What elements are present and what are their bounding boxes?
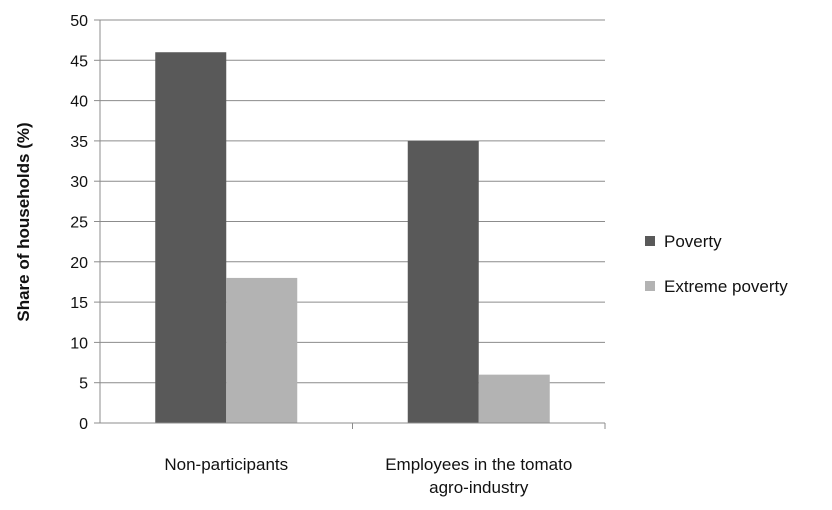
y-tick-label: 20 (70, 255, 88, 272)
legend: Poverty Extreme poverty (645, 232, 788, 296)
y-axis-title: Share of households (%) (14, 122, 33, 321)
y-tick-label: 50 (70, 13, 88, 30)
x-category-labels: Non-participants Employees in the tomato a… (164, 455, 572, 497)
y-tick-labels: 0 5 10 15 20 25 30 35 40 45 50 (70, 13, 88, 433)
bar-poverty-0 (155, 52, 227, 424)
y-tick-label: 0 (79, 416, 88, 433)
y-tick-label: 15 (70, 295, 88, 312)
legend-swatch-extreme-poverty (645, 281, 655, 291)
y-tick-label: 30 (70, 174, 88, 191)
x-category-label: Employees in the tomato (385, 455, 572, 474)
bar-extreme-poverty-1 (478, 374, 550, 423)
y-tick-label: 25 (70, 215, 88, 232)
y-tick-label: 40 (70, 94, 88, 111)
bars (155, 52, 550, 424)
legend-label: Extreme poverty (664, 277, 788, 296)
bar-extreme-poverty-0 (226, 277, 298, 423)
legend-swatch-poverty (645, 236, 655, 246)
y-tick-label: 5 (79, 376, 88, 393)
y-tick-label: 10 (70, 335, 88, 352)
bar-poverty-1 (407, 140, 479, 423)
y-tick-label: 35 (70, 134, 88, 151)
axes (94, 19, 606, 429)
y-tick-label: 45 (70, 53, 88, 70)
x-category-label: Non-participants (164, 455, 288, 474)
legend-label: Poverty (664, 232, 722, 251)
x-category-label: agro-industry (429, 478, 529, 497)
